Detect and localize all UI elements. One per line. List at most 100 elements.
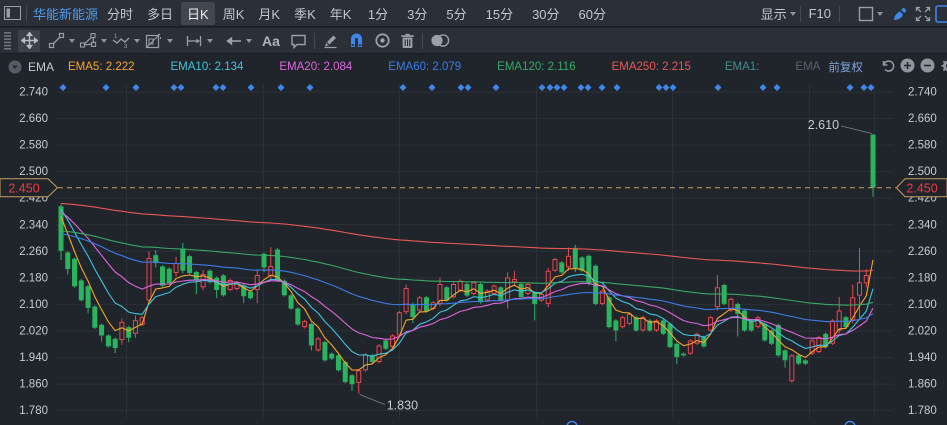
tab-多日[interactable]: 多日	[147, 6, 174, 22]
candle-down[interactable]	[647, 319, 653, 332]
event-marker-icon[interactable]	[613, 84, 621, 91]
event-marker-icon[interactable]	[212, 84, 220, 91]
tab-15分[interactable]: 15分	[485, 6, 514, 22]
event-marker-icon[interactable]	[177, 84, 185, 91]
candle-down[interactable]	[559, 261, 565, 274]
candle-down[interactable]	[681, 352, 687, 357]
candle-up[interactable]	[620, 315, 626, 329]
event-marker-icon[interactable]	[669, 84, 677, 91]
candle-up[interactable]	[694, 332, 700, 346]
candle-down[interactable]	[207, 269, 213, 284]
settings-button[interactable]	[940, 58, 947, 76]
legend-item-ema10[interactable]: EMA10: 2.134	[170, 61, 244, 73]
candle-up[interactable]	[356, 368, 362, 394]
event-marker-icon[interactable]	[560, 84, 568, 91]
candle-down[interactable]	[281, 279, 287, 297]
candle-up[interactable]	[505, 272, 511, 309]
candle-down[interactable]	[383, 339, 389, 351]
candle-down[interactable]	[105, 334, 111, 348]
candle-down[interactable]	[802, 359, 808, 365]
candle-down[interactable]	[112, 337, 118, 354]
event-marker-icon[interactable]	[655, 84, 663, 91]
event-marker-icon[interactable]	[846, 84, 854, 91]
tab-周K[interactable]: 周K	[222, 6, 245, 22]
candle-down[interactable]	[870, 133, 876, 197]
stock-name[interactable]: 华能新能源	[33, 6, 99, 22]
candle-down[interactable]	[782, 349, 788, 368]
candle-up[interactable]	[471, 281, 477, 296]
candle-down[interactable]	[308, 322, 314, 351]
magnet-tool-button[interactable]	[346, 30, 367, 52]
candle-down[interactable]	[586, 254, 592, 286]
layout-dropdown[interactable]	[858, 6, 883, 22]
event-marker-icon[interactable]	[714, 84, 722, 91]
candle-up[interactable]	[599, 289, 605, 306]
candle-down[interactable]	[741, 309, 747, 332]
candle-down[interactable]	[99, 323, 105, 342]
event-marker-icon[interactable]	[492, 84, 500, 91]
f10-button[interactable]: F10	[808, 6, 831, 21]
legend-item-ema20[interactable]: EMA20: 2.084	[279, 61, 353, 73]
candle-up[interactable]	[363, 353, 369, 372]
tab-分时[interactable]: 分时	[107, 6, 134, 22]
comment-tool-button[interactable]	[288, 30, 309, 52]
candle-down[interactable]	[92, 305, 98, 330]
event-marker-icon[interactable]	[584, 84, 592, 91]
tab-30分[interactable]: 30分	[532, 6, 560, 22]
pencil-tool-button[interactable]	[320, 30, 341, 52]
legend-item-ema250[interactable]: EMA250: 2.215	[611, 61, 691, 73]
candle-down[interactable]	[410, 302, 416, 324]
candle-up[interactable]	[728, 297, 734, 312]
candle-down[interactable]	[160, 265, 166, 287]
trash-tool-button[interactable]	[398, 30, 417, 52]
compare-tool-button[interactable]	[428, 30, 452, 52]
event-marker-icon[interactable]	[598, 84, 606, 91]
candle-up[interactable]	[863, 269, 869, 288]
candle-up[interactable]	[836, 296, 842, 334]
display-dropdown[interactable]: 显示	[761, 4, 796, 23]
event-marker-icon[interactable]	[773, 84, 781, 91]
brush-button[interactable]	[892, 5, 909, 22]
event-marker-icon[interactable]	[170, 84, 178, 91]
event-marker-icon[interactable]	[759, 84, 767, 91]
event-marker-icon[interactable]	[277, 84, 285, 91]
candle-down[interactable]	[180, 242, 186, 274]
candle-down[interactable]	[660, 319, 666, 336]
event-marker-icon[interactable]	[538, 84, 546, 91]
candle-down[interactable]	[579, 256, 585, 273]
legend-ema1-label[interactable]: EMA1:	[724, 61, 760, 73]
candle-up[interactable]	[450, 282, 456, 299]
bottom-event-icon[interactable]	[844, 420, 856, 425]
candlestick-chart[interactable]: 2.740 2.740 2.660 2.660 2.580 2.580 2.500 2.500…	[0, 80, 947, 425]
candle-down[interactable]	[606, 295, 612, 329]
tab-日K[interactable]: 日K	[181, 1, 215, 25]
event-marker-icon[interactable]	[306, 84, 314, 91]
candle-down[interactable]	[65, 251, 71, 275]
event-marker-icon[interactable]	[219, 84, 227, 91]
candle-down[interactable]	[613, 319, 619, 342]
adjust-mode-label[interactable]: 前复权	[828, 62, 863, 74]
candle-up[interactable]	[829, 319, 835, 346]
tab-季K[interactable]: 季K	[294, 6, 316, 22]
legend-ema-extra-label[interactable]: EMA	[795, 61, 821, 73]
candle-down[interactable]	[166, 267, 172, 285]
event-marker-icon[interactable]	[132, 84, 140, 91]
measure-tool-button[interactable]	[183, 30, 215, 52]
event-marker-icon[interactable]	[428, 84, 436, 91]
candle-down[interactable]	[295, 307, 301, 326]
zoom-in-button[interactable]	[900, 58, 915, 76]
candle-down[interactable]	[464, 282, 470, 297]
candle-up[interactable]	[789, 354, 795, 383]
candle-up[interactable]	[315, 337, 321, 352]
legend-item-ema60[interactable]: EMA60: 2.079	[388, 61, 462, 73]
event-marker-icon[interactable]	[457, 84, 465, 91]
candle-down[interactable]	[126, 325, 132, 343]
candle-down[interactable]	[369, 354, 375, 364]
target-tool-button[interactable]	[372, 30, 393, 52]
candle-down[interactable]	[85, 284, 91, 314]
tab-3分[interactable]: 3分	[407, 6, 428, 22]
text-tool-button[interactable]: Aa	[260, 30, 282, 52]
legend-item-ema120[interactable]: EMA120: 2.116	[497, 61, 576, 73]
sidebar-toggle-button[interactable]	[0, 0, 24, 26]
candle-down[interactable]	[633, 315, 639, 332]
